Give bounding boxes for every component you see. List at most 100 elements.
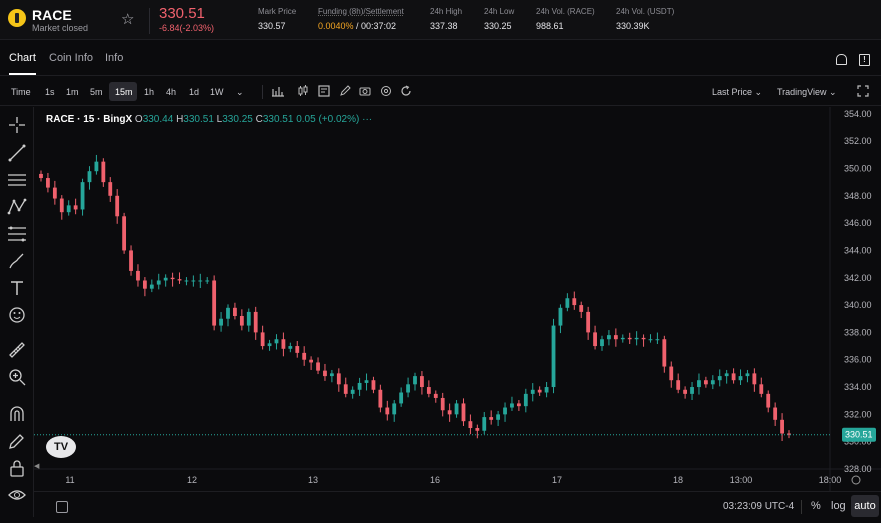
stat-24h-vol-base: 24h Vol. (RACE) 988.61	[536, 7, 595, 31]
ruler-icon[interactable]	[7, 340, 27, 360]
horizontal-lines-icon[interactable]	[7, 170, 27, 190]
candle-body	[482, 417, 487, 431]
percent-scale-button[interactable]: %	[811, 500, 821, 512]
legend-open: 330.44	[142, 114, 174, 125]
axis-settings-icon[interactable]	[851, 475, 861, 485]
last-price-badge	[842, 427, 876, 442]
calendar-icon[interactable]	[56, 501, 68, 513]
drawing-toolbar	[0, 107, 34, 517]
candle-body	[697, 380, 701, 388]
pencil-icon[interactable]	[339, 85, 351, 97]
timeframe-1h[interactable]: 1h	[144, 87, 155, 97]
candle-body	[226, 307, 230, 319]
tab-chart[interactable]: Chart	[9, 52, 36, 64]
candle-body	[129, 250, 133, 271]
crosshair-icon[interactable]	[7, 115, 27, 135]
stat-value: 330.57	[258, 21, 286, 31]
brush-icon[interactable]	[7, 251, 27, 271]
candle-body	[329, 373, 334, 377]
auto-scale-button[interactable]: auto	[851, 495, 879, 517]
candle-body	[607, 335, 611, 340]
timeframe-time[interactable]: Time	[11, 87, 31, 97]
price-axis	[830, 107, 881, 491]
draw-lock-pencil-icon[interactable]	[7, 431, 27, 451]
candle-body	[323, 370, 327, 377]
clock-readout[interactable]: 03:23:09 UTC-4	[723, 501, 795, 512]
y-tick-label: 328.00	[844, 464, 872, 474]
collapse-toolbar-icon[interactable]: ◀	[34, 463, 40, 470]
stat-value: 330.25	[484, 21, 512, 31]
eye-icon[interactable]	[7, 485, 27, 505]
candle-body	[620, 337, 625, 340]
timeframe-1m[interactable]: 1m	[66, 87, 79, 97]
candle-type-icon[interactable]	[297, 85, 309, 97]
candle-body	[752, 373, 757, 385]
timeframe-1d[interactable]: 1d	[189, 87, 200, 97]
view-tabs: Chart Coin Info Info !	[0, 42, 881, 76]
candle-body	[565, 298, 570, 308]
candle-body	[59, 198, 64, 213]
timeframe-more-chevron-icon[interactable]: ⌄	[236, 87, 244, 97]
candle-body	[496, 414, 501, 420]
stat-value: 0.0040% / 00:37:02	[318, 21, 404, 31]
y-tick-label: 344.00	[844, 245, 872, 255]
y-tick-label: 346.00	[844, 218, 872, 228]
bell-icon[interactable]	[836, 54, 847, 65]
text-tool-icon[interactable]	[7, 278, 27, 298]
legend-h-label: H	[176, 114, 184, 125]
timeframe-1s[interactable]: 1s	[45, 87, 55, 97]
candle-body	[288, 346, 293, 349]
zoom-in-icon[interactable]	[7, 367, 27, 387]
timeframe-4h[interactable]: 4h	[166, 87, 177, 97]
trendline-icon[interactable]	[7, 143, 27, 163]
refresh-icon[interactable]	[400, 85, 412, 97]
timeframe-15m[interactable]: 15m	[115, 87, 133, 97]
tradingview-logo[interactable]: TV	[46, 436, 76, 458]
log-scale-button[interactable]: log	[831, 500, 846, 512]
symbol-name[interactable]: RACE	[32, 7, 72, 23]
candle-body	[731, 373, 736, 381]
candle-body	[537, 389, 542, 393]
emoji-icon[interactable]	[7, 305, 27, 325]
candle-body	[593, 332, 597, 347]
x-tick-label: 16	[430, 475, 440, 485]
price-chart[interactable]: 328.00330.00332.00334.00336.00338.00340.…	[34, 107, 881, 491]
fullscreen-icon[interactable]	[857, 85, 869, 97]
candle-body	[281, 339, 286, 349]
favorite-star-icon[interactable]: ☆	[121, 11, 135, 28]
magnet-icon[interactable]	[7, 404, 27, 424]
lock-icon[interactable]	[7, 458, 27, 478]
candle-body	[627, 337, 632, 340]
template-icon[interactable]	[318, 85, 330, 97]
y-tick-label: 338.00	[844, 327, 872, 337]
fib-retracement-icon[interactable]	[7, 224, 27, 244]
camera-icon[interactable]	[359, 85, 371, 97]
candle-body	[787, 433, 791, 435]
candle-body	[149, 284, 154, 289]
chart-toolbar: Time 1s 1m 5m 15m 1h 4h 1d 1W ⌄ Last Pri…	[0, 78, 881, 106]
candle-body	[683, 389, 688, 394]
candle-body	[724, 373, 729, 377]
candle-body	[461, 403, 466, 422]
pattern-icon[interactable]	[7, 197, 27, 217]
candle-body	[115, 195, 120, 217]
indicators-icon[interactable]	[272, 85, 284, 97]
timeframe-5m[interactable]: 5m	[90, 87, 103, 97]
candle-body	[309, 359, 314, 363]
y-tick-label: 336.00	[844, 355, 872, 365]
settings-gear-icon[interactable]	[380, 85, 392, 97]
candle-body	[426, 387, 431, 394]
last-price-label: 330.51	[845, 430, 873, 440]
view-dropdown[interactable]: TradingView ⌄	[777, 87, 837, 97]
timeframe-1w[interactable]: 1W	[210, 87, 224, 97]
divider	[149, 8, 150, 34]
stat-value: 330.39K	[616, 21, 650, 31]
y-tick-label: 342.00	[844, 273, 872, 283]
stat-funding[interactable]: Funding (8h)/Settlement 0.0040% / 00:37:…	[318, 7, 404, 31]
legend-more-icon[interactable]: ···	[362, 114, 373, 125]
tab-coin-info[interactable]: Coin Info	[49, 52, 94, 64]
stat-label: 24h Vol. (USDT)	[616, 7, 675, 16]
price-type-dropdown[interactable]: Last Price ⌄	[712, 87, 763, 97]
info-icon[interactable]: !	[859, 54, 870, 66]
tab-info[interactable]: Info	[105, 52, 124, 64]
